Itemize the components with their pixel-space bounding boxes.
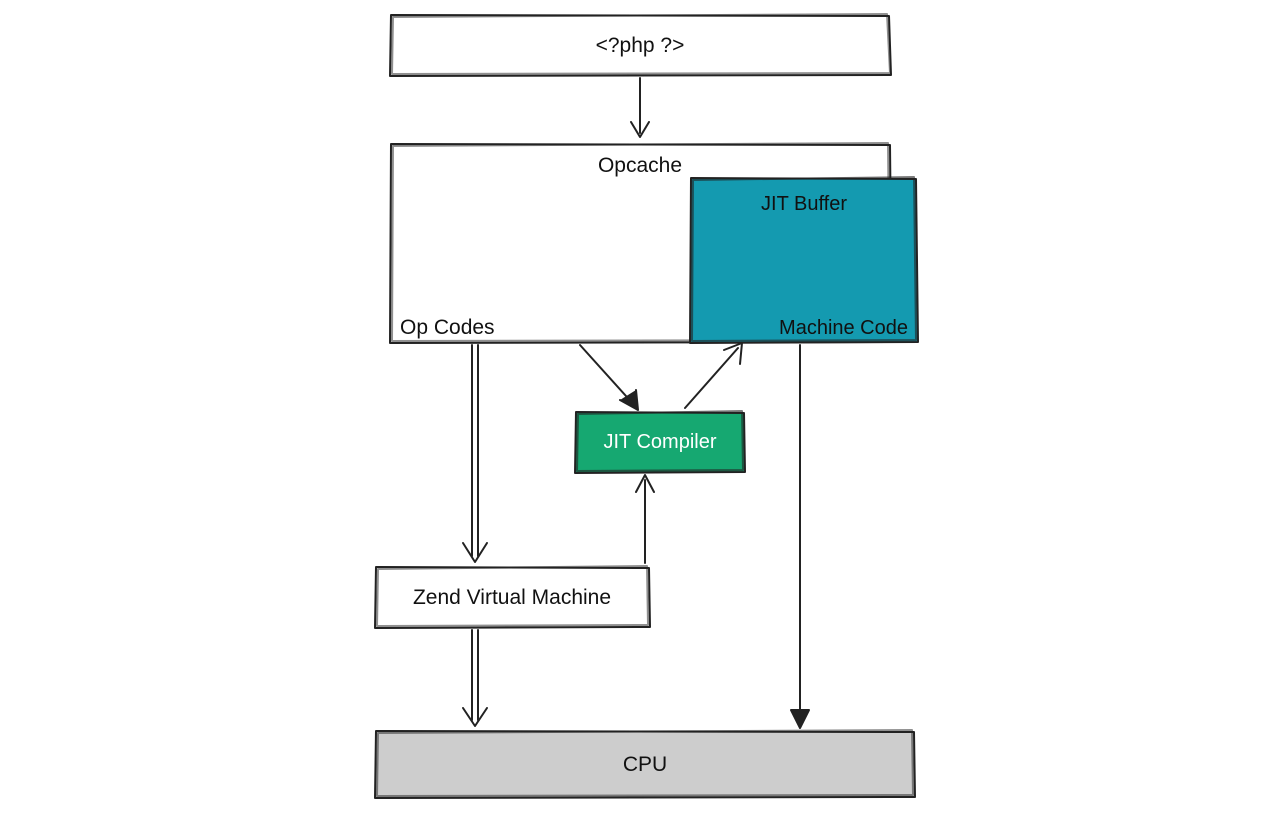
zend-vm-label: Zend Virtual Machine xyxy=(413,586,611,609)
cpu-label: CPU xyxy=(623,753,667,776)
edge-opcache-zendvm xyxy=(463,345,487,562)
node-jit-compiler: JIT Compiler xyxy=(575,411,745,473)
edge-jitbuffer-cpu xyxy=(791,345,809,728)
jit-buffer-title: JIT Buffer xyxy=(761,193,847,215)
opcache-subtitle: Op Codes xyxy=(400,316,495,339)
opcache-title: Opcache xyxy=(598,154,682,177)
edge-zendvm-jitcompiler xyxy=(636,475,654,563)
edge-jitcompiler-jitbuffer xyxy=(685,343,742,408)
edge-opcache-jitcompiler xyxy=(580,345,638,410)
node-cpu: CPU xyxy=(375,730,915,798)
node-jit-buffer: JIT Buffer Machine Code xyxy=(690,177,918,343)
php-label: <?php ?> xyxy=(596,34,685,57)
jit-buffer-subtitle: Machine Code xyxy=(779,317,908,339)
edge-php-opcache xyxy=(631,78,649,137)
node-php: <?php ?> xyxy=(390,14,891,76)
edge-zendvm-cpu xyxy=(463,630,487,726)
jit-compiler-label: JIT Compiler xyxy=(604,431,717,453)
php-jit-flowchart: <?php ?> Opcache Op Codes JIT Buffer Mac… xyxy=(0,0,1280,819)
node-zend-vm: Zend Virtual Machine xyxy=(375,566,650,628)
